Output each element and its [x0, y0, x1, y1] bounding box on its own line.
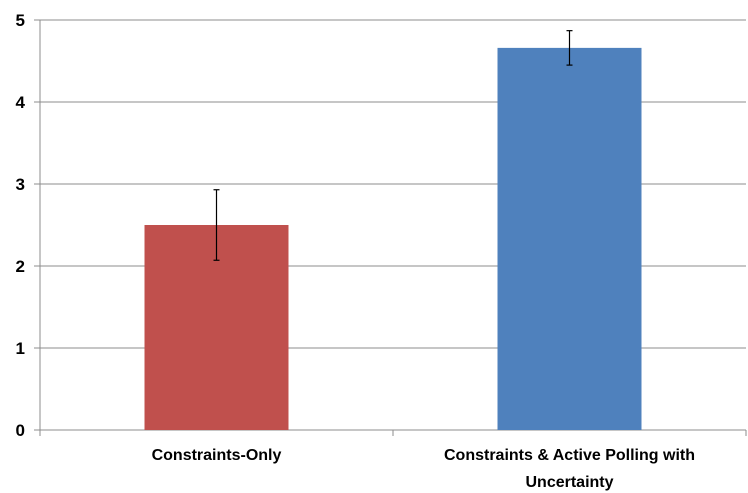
y-tick-label: 3 [16, 175, 25, 194]
y-tick-label: 2 [16, 257, 25, 276]
y-tick-label: 0 [16, 421, 25, 440]
x-category-label: Constraints-Only [152, 447, 282, 464]
y-tick-label: 1 [16, 339, 25, 358]
y-tick-label: 4 [16, 93, 26, 112]
x-axis-labels: Constraints-Only Constraints & Active Pol… [152, 447, 695, 491]
bars [144, 47, 642, 430]
y-axis-ticks: 0 1 2 3 4 5 [16, 11, 40, 440]
y-tick-label: 5 [16, 11, 25, 30]
error-bars [213, 30, 573, 261]
bar-2 [497, 47, 642, 430]
x-category-label: Uncertainty [525, 474, 613, 491]
x-category-label: Constraints & Active Polling with [444, 447, 695, 464]
